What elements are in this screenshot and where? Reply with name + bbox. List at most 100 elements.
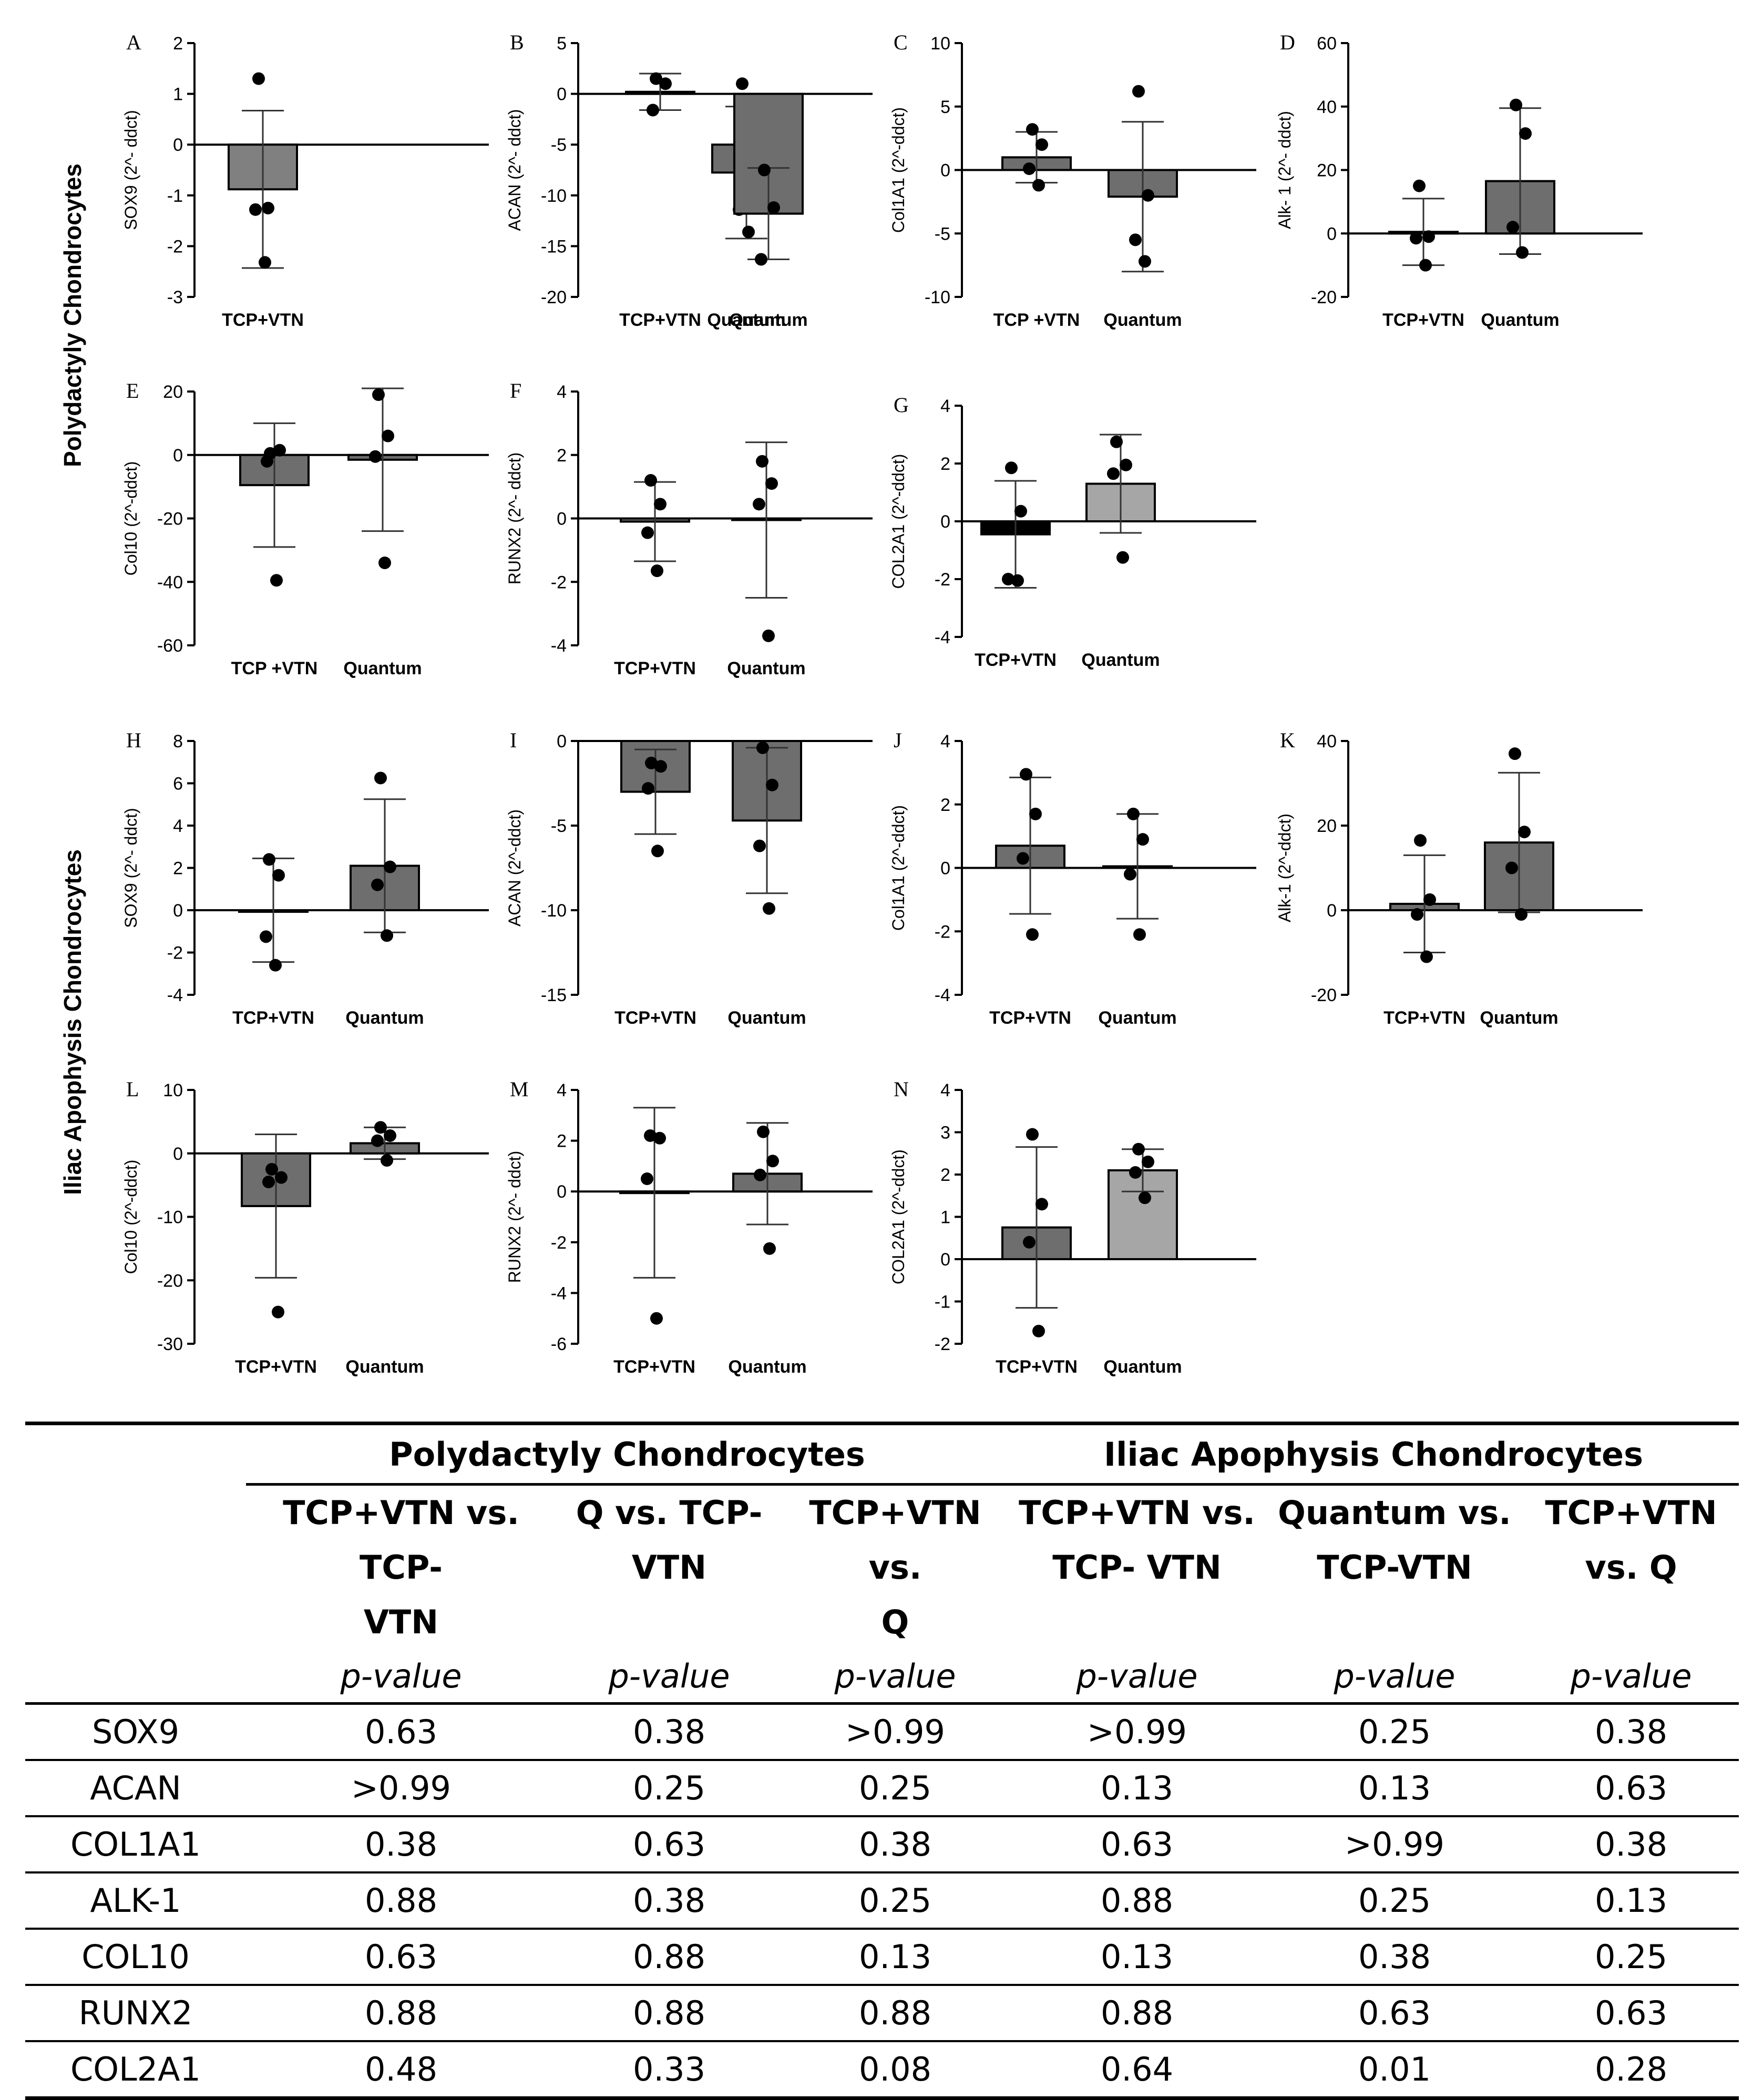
data-point: [756, 741, 769, 754]
p-value-cell: 0.88: [782, 1985, 1008, 2042]
y-tick-label: -10: [925, 287, 950, 307]
p-value-cell: >0.99: [782, 1703, 1008, 1761]
data-point: [1023, 162, 1036, 176]
panel-letter: H: [126, 728, 141, 752]
y-tick-label: 4: [557, 382, 567, 402]
data-point: [644, 474, 657, 487]
data-point: [1410, 232, 1422, 245]
y-tick-label: 2: [940, 795, 950, 815]
data-point: [1423, 893, 1436, 906]
y-tick-label: 40: [1317, 732, 1337, 752]
y-tick-label: -2: [935, 1334, 950, 1354]
p-value-cell: 0.38: [782, 1816, 1008, 1873]
panel-letter: L: [126, 1077, 139, 1101]
category-label: Quantum: [1081, 650, 1160, 670]
p-value-cell: 0.63: [1523, 1985, 1739, 2042]
y-tick-label: -4: [551, 1283, 567, 1303]
y-tick-label: -5: [935, 224, 950, 244]
y-tick-label: 0: [1327, 224, 1337, 244]
p-value-label: p-value: [1266, 1650, 1523, 1705]
p-value-cell: 0.88: [246, 1985, 556, 2042]
y-axis-label: Col10 (2^-ddct): [121, 1160, 140, 1274]
group-header-iliac: Iliac Apophysis Chondrocytes: [1008, 1423, 1739, 1486]
table-row: RUNX2 0.88 0.88 0.88 0.88 0.63 0.63: [25, 1985, 1739, 2042]
category-label: TCP+VTN: [996, 1357, 1078, 1377]
data-point: [1036, 1198, 1048, 1211]
y-tick-label: -6: [551, 1334, 567, 1354]
data-point: [1032, 1324, 1045, 1337]
y-tick-label: 4: [940, 396, 950, 416]
data-point: [762, 629, 775, 642]
category-label: TCP+VTN: [989, 1008, 1071, 1028]
row-label-iliac: Iliac Apophysis Chondrocytes: [59, 849, 86, 1195]
panel-letter: G: [894, 393, 909, 417]
p-value-label: p-value: [1523, 1650, 1739, 1705]
p-value-cell: 0.88: [556, 1929, 782, 1986]
category-label: TCP+VTN: [1382, 310, 1464, 330]
data-point: [1116, 551, 1129, 564]
y-tick-label: -5: [551, 816, 567, 836]
table-corner: [25, 1424, 246, 1485]
data-point: [272, 869, 285, 882]
data-point: [1032, 179, 1045, 192]
y-tick-label: -40: [157, 572, 183, 592]
category-label: Quantum: [729, 310, 807, 330]
data-point: [641, 526, 654, 539]
y-tick-label: 5: [940, 97, 950, 117]
gene-name: ACAN: [25, 1760, 246, 1817]
y-tick-label: 4: [940, 732, 950, 752]
chart-panels: 2 1 0 -1 -2 -3 A SOX9 (2^- ddct) TCP+VTN Quantum 5…: [121, 30, 1643, 1377]
y-axis-label: COL2A1 (2^-ddct): [889, 1149, 908, 1284]
y-tick-label: 6: [173, 774, 183, 794]
y-tick-label: -10: [157, 1208, 183, 1228]
data-point: [650, 72, 662, 85]
y-tick-label: -2: [551, 572, 567, 592]
gene-name: COL1A1: [25, 1816, 246, 1873]
data-point: [1029, 807, 1042, 820]
data-point: [653, 1131, 666, 1145]
group-header-polydactyly: Polydactyly Chondrocytes: [246, 1423, 1008, 1486]
category-label: Quantum: [345, 1008, 424, 1028]
data-point: [372, 388, 385, 402]
p-value-cell: 0.38: [556, 1703, 782, 1761]
data-point: [763, 902, 775, 915]
p-value-cell: 0.64: [1008, 2041, 1266, 2100]
y-tick-label: 0: [173, 135, 183, 155]
data-point: [651, 845, 664, 858]
y-tick-label: 2: [940, 1165, 950, 1185]
data-point: [1422, 230, 1435, 243]
p-value-label: p-value: [246, 1650, 556, 1705]
data-point: [384, 1129, 396, 1142]
y-tick-label: 0: [940, 512, 950, 532]
data-point: [1124, 868, 1136, 881]
p-value-cell: 0.13: [782, 1929, 1008, 1986]
y-axis-label: SOX9 (2^- ddct): [121, 808, 140, 928]
table-row: ACAN >0.99 0.25 0.25 0.13 0.13 0.63: [25, 1760, 1739, 1817]
category-label: TCP+VTN: [613, 1357, 695, 1377]
data-point: [1414, 834, 1427, 847]
row-label-polydactyly: Polydactyly Chondrocytes: [59, 163, 86, 467]
data-point: [1132, 1142, 1145, 1156]
data-point: [1017, 852, 1029, 865]
panel-letter: B: [510, 30, 524, 54]
data-point: [641, 1172, 653, 1186]
p-value-cell: 0.25: [556, 1760, 782, 1817]
data-point: [755, 253, 767, 266]
p-value-label: p-value: [556, 1650, 782, 1705]
category-label: Quantum: [727, 658, 805, 678]
p-value-cell: 0.88: [1008, 1985, 1266, 2042]
data-point: [374, 771, 387, 785]
data-point: [371, 1134, 384, 1147]
y-tick-label: 0: [173, 1144, 183, 1164]
y-tick-label: 2: [173, 34, 183, 54]
y-tick-label: 0: [1327, 901, 1337, 921]
data-point: [753, 839, 766, 852]
category-label: TCP +VTN: [231, 658, 318, 678]
data-point: [1506, 221, 1519, 234]
panel-letter: A: [126, 30, 141, 54]
data-point: [651, 564, 663, 578]
y-tick-label: -5: [551, 135, 567, 155]
p-value-cell: 0.25: [1266, 1703, 1523, 1761]
p-value-cell: 0.38: [246, 1816, 556, 1873]
data-point: [262, 1176, 275, 1189]
